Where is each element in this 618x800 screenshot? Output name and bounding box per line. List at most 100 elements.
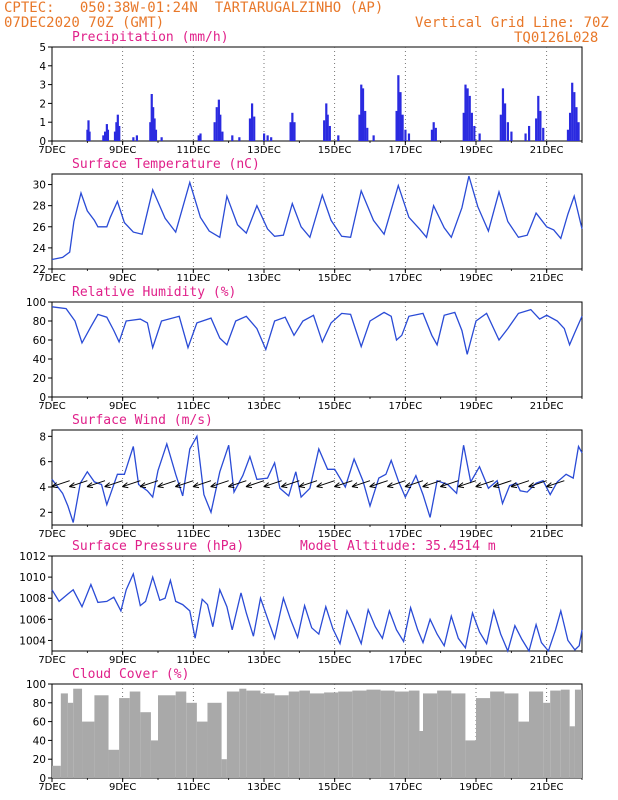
x-tick-label: 13DEC (247, 529, 281, 540)
precip-bar (372, 135, 375, 141)
precip-bar (132, 137, 135, 141)
y-tick-label: 40 (33, 735, 46, 747)
x-tick-label: 21DEC (530, 655, 564, 666)
x-tick-label: 11DEC (176, 782, 210, 793)
cloud-bar (324, 692, 339, 778)
wind-arrow (422, 480, 441, 488)
cloud-bar (423, 693, 438, 778)
cloud-bar (569, 726, 575, 778)
precip-bar (395, 110, 398, 141)
precip-bar (506, 122, 509, 141)
x-tick-label: 9DEC (109, 145, 136, 156)
precip-bar (577, 122, 580, 141)
x-tick-label: 7DEC (38, 145, 65, 156)
cloud-bar (543, 702, 551, 778)
x-tick-label: 11DEC (176, 273, 210, 284)
precip-bar (535, 118, 538, 141)
y-tick-label: 20 (33, 754, 46, 766)
x-tick-label: 7DEC (38, 782, 65, 793)
wind-arrow-head (281, 482, 288, 489)
wind-arrow-head (122, 482, 129, 489)
wind-arrow (86, 480, 106, 488)
wind-arrow (228, 480, 247, 488)
wind-arrow-head (139, 482, 147, 489)
x-tick-label: 11DEC (176, 401, 210, 412)
cloud-bar (52, 765, 61, 778)
wind-arrow-head (351, 482, 359, 489)
x-tick-label: 15DEC (318, 655, 352, 666)
y-tick-label: 1006 (19, 614, 46, 626)
y-tick-label: 28 (33, 201, 46, 213)
wind-arrow-head (228, 482, 235, 489)
wind-arrow-head (546, 482, 553, 489)
precip-bar (106, 129, 110, 141)
series-line-wind (51, 434, 583, 523)
x-tick-label: 15DEC (318, 529, 352, 540)
cloud-bar (158, 695, 176, 778)
precip-bar (466, 88, 469, 141)
precip-bar (325, 103, 328, 141)
y-tick-label: 80 (33, 316, 46, 328)
precip-bar (358, 114, 361, 141)
panel-title: Precipitation (mm/h) (72, 30, 229, 45)
panel-frame (51, 46, 583, 142)
wind-arrow-head (404, 482, 412, 489)
y-tick-label: 22 (33, 264, 46, 276)
precip-bar (464, 84, 467, 141)
precip-bar (524, 133, 527, 141)
precip-bar (473, 125, 476, 141)
cloud-bar (408, 690, 420, 778)
wind-arrow-head (263, 482, 270, 489)
wind-arrow-head (369, 482, 376, 489)
wind-arrow-head (192, 482, 200, 489)
x-tick-label: 17DEC (388, 401, 422, 412)
cloud-bar (108, 749, 120, 778)
wind-arrow (351, 480, 371, 488)
cloud-bar (476, 698, 491, 778)
x-tick-label: 9DEC (109, 401, 136, 412)
x-tick-label: 19DEC (459, 145, 493, 156)
cloud-bar (309, 693, 325, 778)
wind-arrow-head (528, 482, 535, 489)
wind-arrow (210, 480, 229, 488)
precip-bar (323, 120, 326, 141)
wind-arrow-head (493, 482, 500, 489)
cloud-bar (366, 689, 381, 778)
precip-bar (401, 114, 404, 141)
precip-bar (221, 131, 224, 141)
precip-bar (270, 137, 273, 141)
wind-arrow (263, 480, 282, 488)
cloud-bar (239, 688, 247, 778)
cloud-bar (437, 690, 452, 778)
wind-arrow (175, 480, 194, 488)
panel-title: Cloud Cover (%) (72, 667, 189, 682)
y-tick-label: 40 (33, 354, 46, 366)
wind-arrow (192, 480, 212, 488)
cloud-bar (518, 721, 529, 778)
x-tick-label: 15DEC (318, 782, 352, 793)
x-tick-label: 15DEC (318, 273, 352, 284)
precip-bar (219, 114, 222, 141)
precip-bar (293, 122, 296, 141)
wind-arrow-head (210, 482, 217, 489)
panel-title: Relative Humidity (%) (72, 285, 236, 300)
x-tick-label: 9DEC (109, 655, 136, 666)
wind-arrow-head (422, 482, 429, 489)
y-tick-label: 80 (33, 698, 46, 710)
panel-temperature: 7DEC 9DEC 11DEC 13DEC 15DEC 17DEC 19DEC 21DEC 22… (33, 157, 583, 284)
wind-arrow (316, 480, 335, 488)
wind-arrow-head (475, 482, 482, 489)
y-tick-label: 100 (26, 297, 46, 309)
y-tick-label: 0 (39, 392, 46, 404)
x-tick-label: 13DEC (247, 782, 281, 793)
precip-bar (291, 112, 294, 141)
precip-bar (573, 92, 576, 141)
cloud-bar (260, 693, 275, 778)
series-line-temperature (51, 175, 583, 261)
precip-bar (328, 125, 331, 141)
x-tick-label: 9DEC (109, 529, 136, 540)
cloud-bar (560, 689, 570, 778)
precip-bar (407, 133, 411, 141)
precip-bar (361, 88, 365, 141)
wind-arrow-head (387, 482, 394, 489)
